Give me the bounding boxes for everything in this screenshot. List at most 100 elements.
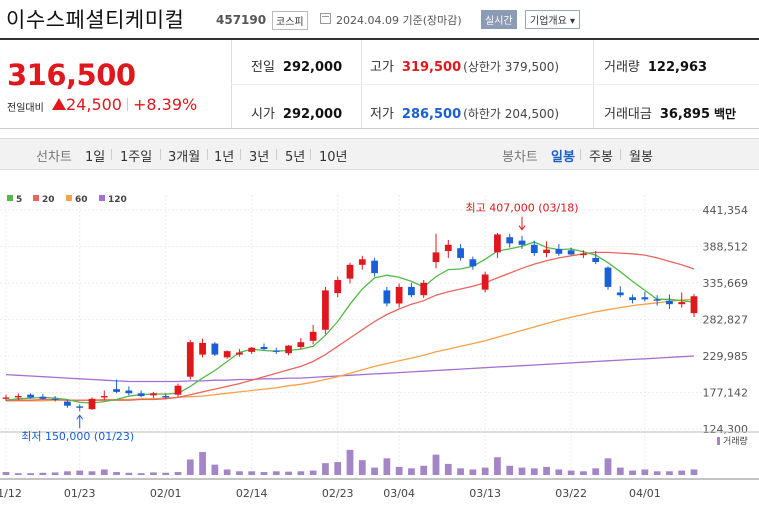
candle-body: [592, 257, 600, 263]
candle-body: [383, 290, 391, 304]
period-divider: [111, 149, 112, 160]
volume-bar: [297, 471, 305, 475]
volume-bar: [14, 473, 22, 475]
line-chart-label[interactable]: 선차트: [36, 150, 72, 165]
candle-body: [457, 248, 464, 258]
volume-bar: [567, 470, 575, 475]
period-10y[interactable]: 10년: [319, 150, 348, 165]
ma-line-ma20: [5, 251, 695, 402]
candle-body: [64, 401, 71, 406]
volume-bar: [260, 472, 268, 475]
candle-body: [506, 237, 514, 244]
period-divider: [580, 149, 581, 160]
candle-body: [27, 394, 34, 398]
market-badge: 코스피: [272, 11, 308, 30]
candle-body: [469, 259, 477, 267]
legend-swatch: [33, 195, 39, 201]
candle-body: [51, 398, 59, 400]
volume-bar: [580, 471, 587, 475]
volume-label: 거래량: [723, 435, 748, 447]
period-3y[interactable]: 3년: [249, 150, 270, 165]
company-info-dropdown[interactable]: 기업개요 ▾: [525, 10, 580, 29]
period-5y[interactable]: 5년: [285, 150, 306, 165]
candle-weekly[interactable]: 주봉: [589, 150, 613, 165]
candle-body: [39, 396, 47, 399]
candle-body: [309, 331, 317, 341]
low-arrowhead: [76, 414, 84, 420]
candle-chart-label[interactable]: 봉차트: [502, 150, 538, 165]
candle-body: [260, 347, 268, 350]
candle-body: [420, 282, 428, 296]
volume-bar: [518, 467, 526, 475]
volume-bar: [653, 471, 661, 475]
candle-body: [297, 342, 305, 348]
stat-open: 시가 292,000: [251, 107, 343, 122]
volume-bar: [27, 473, 34, 475]
candle-body: [530, 244, 538, 254]
volume-bar: [199, 452, 206, 475]
high-annotation: 최고 407,000 (03/18): [465, 202, 578, 215]
stock-name: 이수스페셜티케미컬: [6, 8, 185, 32]
volume-bar: [666, 471, 673, 475]
candle-body: [444, 244, 452, 251]
volume-bar: [383, 458, 391, 475]
legend-label: 20: [42, 195, 55, 205]
period-3m[interactable]: 3개월: [168, 150, 201, 165]
volume-bar: [39, 472, 47, 475]
volume-bar: [346, 449, 354, 475]
candle-body: [358, 259, 366, 265]
candle-body: [408, 286, 415, 296]
candle-body: [518, 240, 526, 245]
candle-body: [555, 248, 563, 254]
candle-monthly[interactable]: 월봉: [629, 150, 653, 165]
candle-body: [371, 260, 378, 274]
period-divider: [310, 149, 311, 160]
volume-bar: [604, 458, 612, 475]
stock-header: 이수스페셜티케미컬 457190 코스피 2024.04.09 기준(장마감) …: [0, 0, 759, 38]
up-arrow-icon: [52, 98, 66, 110]
volume-bar: [481, 467, 489, 475]
period-1w[interactable]: 1주일: [120, 150, 153, 165]
volume-bar: [506, 465, 514, 475]
volume-bar: [76, 470, 84, 475]
period-bar: 선차트 1일 1주일 3개월 1년 3년 5년 10년 봉차트 일봉 주봉 월봉: [0, 138, 759, 170]
y-tick-label: 177,142: [703, 387, 749, 400]
candle-body: [567, 250, 575, 255]
candle-body: [543, 249, 550, 254]
x-tick-label: 02/14: [236, 487, 268, 500]
legend-swatch: [7, 195, 13, 201]
candle-body: [211, 343, 219, 355]
stat-high: 고가 319,500 (상한가 379,500): [370, 60, 560, 75]
x-tick-label: 01/12: [0, 487, 22, 500]
candle-body: [174, 385, 182, 395]
volume-bar: [137, 473, 145, 475]
candle-body: [334, 280, 342, 294]
candle-body: [432, 252, 440, 263]
period-divider: [620, 149, 621, 160]
volume-legend-swatch: [717, 437, 720, 445]
period-1d[interactable]: 1일: [85, 150, 106, 165]
volume-bar: [678, 470, 686, 475]
candle-daily[interactable]: 일봉: [551, 150, 575, 165]
realtime-button[interactable]: 실시간: [481, 10, 517, 29]
volume-bar: [592, 468, 600, 475]
candle-body: [346, 264, 354, 279]
candle-body: [322, 290, 329, 330]
x-tick-label: 01/23: [64, 487, 96, 500]
volume-bar: [223, 469, 231, 475]
stats-row-divider: [231, 84, 759, 85]
legend-label: 120: [108, 195, 127, 205]
period-1y[interactable]: 1년: [214, 150, 235, 165]
high-arrowhead: [518, 225, 526, 231]
volume-bar: [248, 471, 256, 475]
volume-bar: [211, 464, 219, 475]
candle-body: [76, 406, 84, 408]
volume-bar: [408, 468, 415, 475]
change-separator: [127, 98, 128, 111]
candle-body: [604, 267, 612, 287]
base-date: 2024.04.09 기준(장마감): [336, 14, 462, 27]
x-tick-label: 03/22: [555, 487, 587, 500]
candle-body: [248, 347, 256, 352]
volume-bar: [444, 463, 452, 475]
candle-body: [236, 352, 243, 355]
